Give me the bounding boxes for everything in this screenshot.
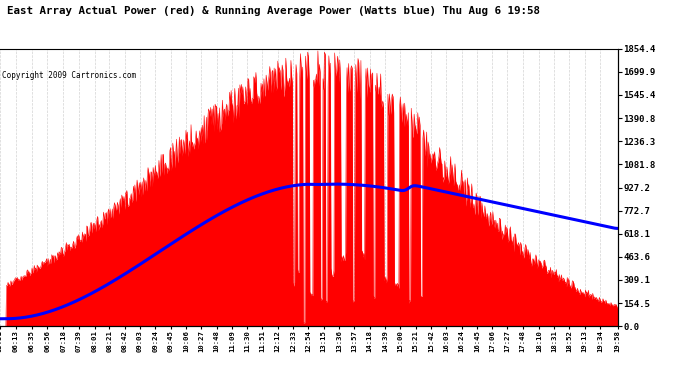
Text: East Array Actual Power (red) & Running Average Power (Watts blue) Thu Aug 6 19:: East Array Actual Power (red) & Running … xyxy=(7,6,540,16)
Text: Copyright 2009 Cartronics.com: Copyright 2009 Cartronics.com xyxy=(2,71,137,80)
